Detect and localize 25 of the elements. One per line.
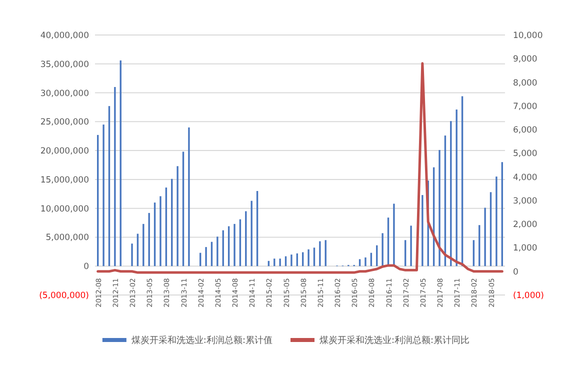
y-tick-label: (5,000,000) (39, 291, 89, 301)
y2-tick-label: 7,000 (513, 102, 538, 112)
legend-label: 煤炭开采和洗选业:利润总额:累计同比 (320, 335, 470, 346)
y2-tick-label: 5,000 (513, 149, 538, 160)
y-tick-label: 15,000,000 (40, 175, 89, 186)
y2-tick-label: 0 (513, 267, 518, 278)
y-tick-label: 0 (84, 262, 89, 272)
y2-tick-label: 6,000 (513, 126, 538, 136)
y-tick-label: 30,000,000 (40, 88, 89, 99)
y-tick-label: 5,000,000 (46, 233, 89, 244)
line-series (96, 62, 504, 274)
y-tick-label: 10,000,000 (40, 204, 89, 214)
y-tick-label: 40,000,000 (40, 31, 89, 41)
y-tick-label: 25,000,000 (40, 118, 89, 128)
y2-tick-label: 10,000 (513, 31, 543, 41)
y-tick-label: 35,000,000 (40, 60, 89, 70)
y2-tick-label: 4,000 (513, 172, 538, 183)
y-tick-label: 20,000,000 (40, 146, 89, 157)
y2-tick-label: 1,000 (513, 244, 538, 254)
y2-tick-label: (1,000) (513, 291, 544, 301)
y2-tick-label: 8,000 (513, 78, 538, 88)
y2-tick-label: 2,000 (513, 220, 538, 230)
y2-tick-label: 9,000 (513, 54, 538, 65)
legend-label: 煤炭开采和洗选业:利润总额:累计值 (131, 335, 272, 346)
y2-tick-label: 3,000 (513, 196, 538, 206)
